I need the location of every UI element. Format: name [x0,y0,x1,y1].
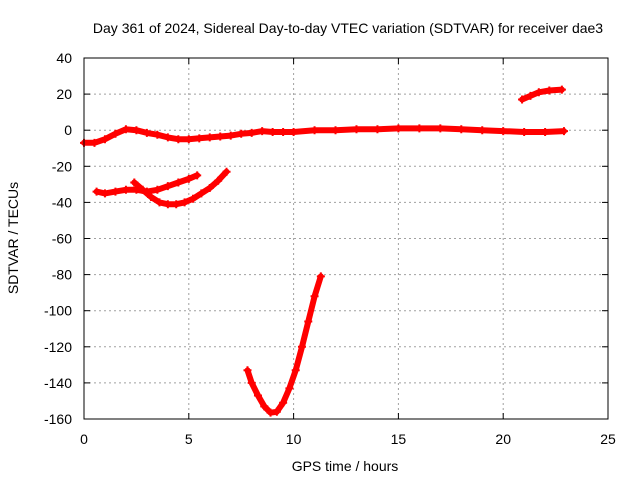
y-tick-label: -120 [44,339,72,355]
grid [84,58,608,419]
data-point [195,134,204,143]
data-point [373,125,382,134]
data-point [121,185,130,194]
data-point [285,384,294,393]
data-series-group [80,85,568,417]
y-tick-label: -140 [44,375,72,391]
data-point [310,126,319,135]
data-point [100,189,109,198]
data-point [188,194,197,203]
data-point [193,171,202,180]
axis-ticks: 0 5 10 15 20 25 -160 -140 -120 -100 -80 -60 -40 -20 0 2… [44,50,616,447]
data-point [184,174,193,183]
data-point [237,129,246,138]
y-tick-label: -60 [52,231,72,247]
data-point [130,178,139,187]
data-point [268,128,277,137]
data-point [174,178,183,187]
x-tick-label: 20 [495,431,511,447]
data-point [352,125,361,134]
data-point [289,128,298,137]
y-axis-label: SDTVAR / TECUs [5,182,21,294]
data-point [92,187,101,196]
data-point [457,125,466,134]
data-point [272,407,281,416]
data-point [541,128,550,137]
data-point [394,124,403,133]
y-tick-label: 20 [56,86,72,102]
data-point [147,192,156,201]
data-point [226,131,235,140]
data-point [518,95,527,104]
data-point [499,127,508,136]
data-point [260,402,269,411]
data-point [559,127,568,136]
data-point [222,167,231,176]
data-point [180,198,189,207]
data-point [214,176,223,185]
data-point [155,198,164,207]
series-track-dip [131,168,230,208]
data-point [331,126,340,135]
y-tick-label: -20 [52,158,72,174]
data-point [478,126,487,135]
data-point [100,135,109,144]
data-point [557,85,566,94]
data-point [247,378,256,387]
data-point [90,138,99,147]
y-tick-label: -80 [52,267,72,283]
data-point [253,391,262,400]
data-point [247,128,256,137]
y-tick-label: -40 [52,194,72,210]
data-point [297,342,306,351]
data-point [415,124,424,133]
y-tick-label: -100 [44,303,72,319]
data-point [111,187,120,196]
data-point [121,125,130,134]
data-point [534,88,543,97]
data-point [279,398,288,407]
data-point [258,127,267,136]
data-point [132,126,141,135]
data-point [243,366,252,375]
data-point [138,185,147,194]
data-point [163,182,172,191]
data-point [163,133,172,142]
data-point [153,130,162,139]
data-point [197,189,206,198]
data-point [545,86,554,95]
chart-title: Day 361 of 2024, Sidereal Day-to-day VTE… [93,20,603,36]
data-point [310,292,319,301]
x-tick-label: 15 [391,431,407,447]
data-point [520,128,529,137]
x-axis-label: GPS time / hours [292,458,399,474]
x-tick-label: 10 [286,431,302,447]
data-point [216,132,225,141]
x-tick-label: 0 [80,431,88,447]
y-tick-label: 0 [64,122,72,138]
data-point [184,135,193,144]
data-point [174,135,183,144]
data-point [205,183,214,192]
data-point [436,124,445,133]
data-point [316,272,325,281]
y-tick-label: 40 [56,50,72,66]
x-tick-label: 5 [185,431,193,447]
data-point [304,317,313,326]
data-point [526,91,535,100]
data-point [291,366,300,375]
data-point [111,129,120,138]
data-point [153,185,162,194]
data-point [163,200,172,209]
series-track-near-zero [81,125,567,146]
y-tick-label: -160 [44,411,72,427]
x-tick-label: 25 [600,431,616,447]
data-point [279,128,288,137]
data-point [205,133,214,142]
data-point [172,200,181,209]
data-point [142,128,151,137]
